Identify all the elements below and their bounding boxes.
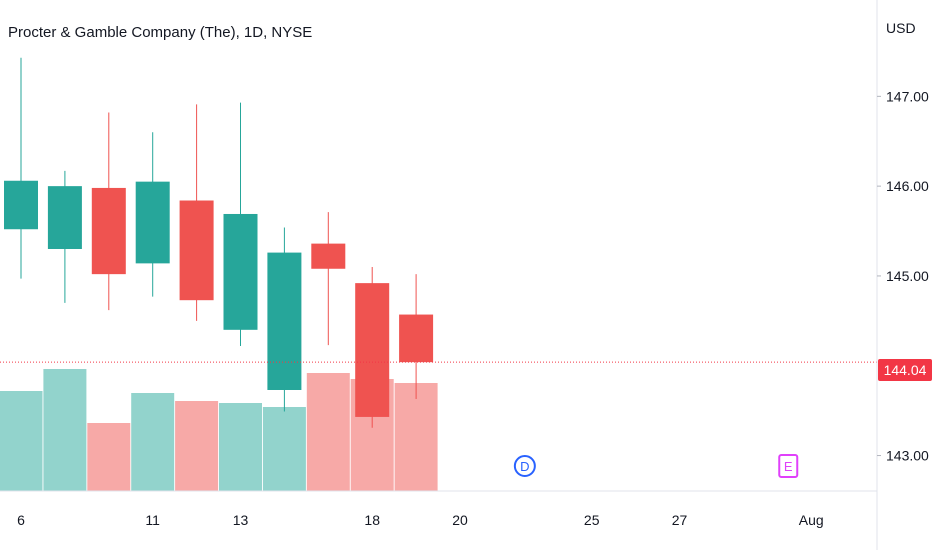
y-tick-label: 146.00 [886,178,929,194]
candle-body[interactable] [179,200,214,301]
x-tick-label: 18 [364,512,380,528]
candle-body[interactable] [91,187,126,275]
x-tick-label: 13 [233,512,249,528]
candle-body[interactable] [223,213,258,330]
volume-bar [87,423,131,491]
volume-bar [0,391,43,491]
candle-body[interactable] [47,186,82,249]
candle-layer [0,57,877,428]
volume-bar [131,393,175,491]
chart-title: Procter & Gamble Company (The), 1D, NYSE [8,24,313,41]
volume-bar [43,369,87,491]
x-tick-label: 6 [17,512,25,528]
earnings-marker[interactable] [778,454,799,478]
candle-body[interactable] [4,180,38,230]
x-tick-label: 11 [145,512,160,528]
volume-bar [394,383,438,491]
x-tick-label: Aug [799,512,824,528]
volume-layer [0,369,438,491]
y-axis-currency-label: USD [886,20,916,36]
candle-body[interactable] [267,252,302,390]
candle-body[interactable] [135,181,170,264]
marker-label: E [784,459,793,474]
y-tick-label: 143.00 [886,448,929,464]
volume-bar [219,403,262,491]
candle-body[interactable] [399,314,434,363]
volume-bar [306,373,350,491]
x-tick-label: 20 [452,512,468,528]
volume-bar [175,401,219,491]
candle-body[interactable] [355,283,390,417]
dividend-marker[interactable] [513,455,536,477]
x-tick-label: 27 [672,512,688,528]
marker-label: D [520,459,529,474]
x-tick-label: 25 [584,512,600,528]
y-tick-label: 147.00 [886,88,929,104]
y-tick-label: 145.00 [886,268,929,284]
candle-body[interactable] [311,243,346,269]
last-price-badge[interactable]: 144.04 [878,359,932,381]
volume-bar [262,407,306,491]
